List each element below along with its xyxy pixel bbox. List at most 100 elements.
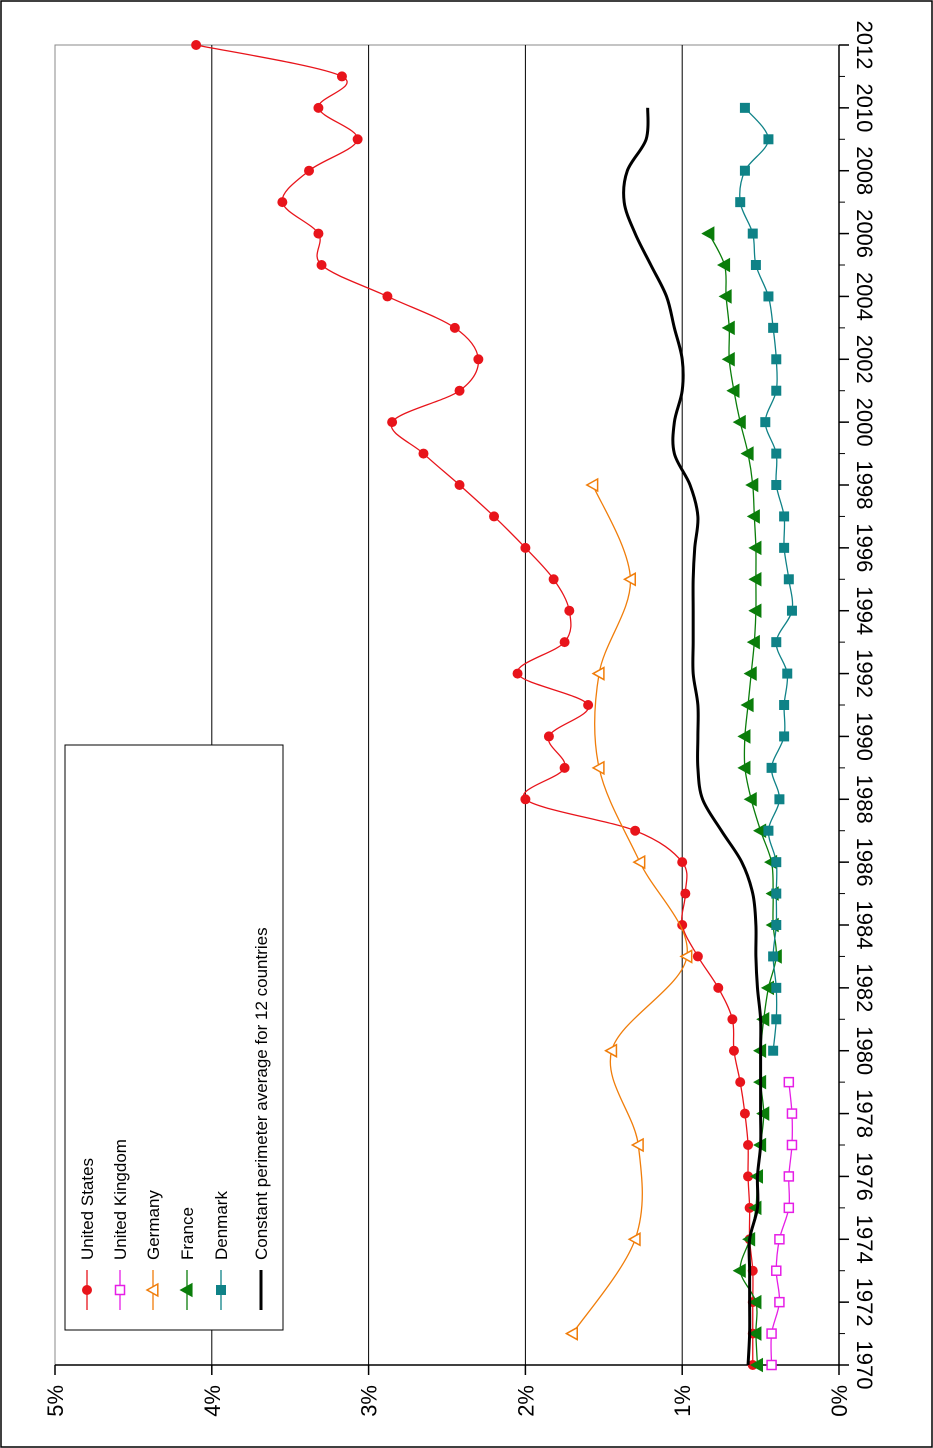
data-point (520, 542, 531, 553)
value-tick-label: 0% (827, 1385, 852, 1417)
data-point (191, 40, 202, 50)
data-point (779, 511, 790, 522)
data-point (771, 448, 782, 459)
data-point (771, 480, 782, 490)
data-point (783, 1171, 795, 1182)
year-tick-label: 2004 (852, 272, 877, 321)
legend-label: United States (78, 1158, 97, 1260)
data-point (766, 762, 777, 773)
data-point (771, 385, 782, 396)
data-point (718, 289, 732, 304)
data-point (740, 697, 754, 713)
year-tick-label: 2008 (852, 146, 877, 195)
data-point (559, 637, 570, 648)
data-point (548, 574, 559, 585)
data-point (680, 888, 691, 899)
value-tick-label: 5% (43, 1385, 68, 1417)
data-point (760, 417, 771, 428)
year-tick-label: 1996 (852, 523, 877, 572)
data-point (418, 448, 429, 459)
data-point (743, 1140, 754, 1150)
data-point (304, 165, 315, 176)
data-point (771, 920, 782, 930)
data-point (783, 1202, 795, 1214)
data-point (692, 951, 703, 962)
data-point (543, 731, 554, 742)
data-point (559, 762, 570, 773)
data-point (622, 572, 637, 587)
legend-label: Constant perimeter average for 12 countr… (252, 927, 271, 1260)
data-point (564, 605, 575, 616)
data-point (786, 605, 797, 616)
data-point (748, 1294, 762, 1310)
data-point (591, 760, 605, 776)
data-point (737, 760, 751, 776)
legend-item: United Kingdom (111, 1139, 130, 1310)
legend-marker (82, 1285, 92, 1295)
year-tick-label: 1984 (852, 901, 877, 950)
data-point (768, 1045, 779, 1056)
legend-item: Constant perimeter average for 12 countr… (252, 927, 271, 1310)
year-tick-label: 1972 (852, 1278, 877, 1327)
data-point (727, 1014, 738, 1025)
year-tick-label: 1998 (852, 461, 877, 510)
legend-label: France (178, 1207, 197, 1260)
series-line (622, 107, 763, 1366)
data-point (313, 102, 324, 113)
data-point (771, 888, 782, 899)
year-tick-label: 2006 (852, 209, 877, 258)
data-point (701, 226, 715, 241)
year-tick-label: 1980 (852, 1026, 877, 1075)
value-tick-label: 3% (357, 1385, 382, 1417)
data-point (746, 634, 760, 650)
legend-marker (179, 1282, 193, 1298)
data-point (756, 1106, 770, 1121)
data-point (739, 102, 750, 113)
legend-label: Denmark (212, 1191, 231, 1260)
legend-marker (216, 1285, 226, 1295)
legend-label: United Kingdom (111, 1139, 130, 1260)
year-tick-label: 1988 (852, 775, 877, 824)
value-tick-label: 2% (513, 1385, 538, 1417)
data-point (732, 1263, 746, 1278)
data-point (630, 1137, 644, 1153)
data-point (585, 477, 599, 493)
data-point (735, 197, 746, 208)
series-line (195, 44, 754, 1366)
data-point (748, 540, 762, 556)
data-point (677, 857, 688, 868)
data-point (454, 480, 465, 490)
data-point (750, 260, 761, 270)
data-point (604, 1043, 618, 1058)
data-point (737, 729, 751, 744)
series-denmark (735, 102, 797, 1056)
data-point (473, 354, 484, 365)
year-tick-label: 1974 (852, 1215, 877, 1264)
data-point (679, 949, 693, 964)
data-point (352, 134, 363, 145)
data-point (512, 668, 523, 679)
year-tick-label: 1990 (852, 712, 877, 761)
data-point (489, 511, 500, 522)
data-point (277, 197, 288, 208)
data-point (748, 572, 762, 587)
data-point (766, 1359, 777, 1371)
data-point (771, 1014, 782, 1025)
data-point (768, 322, 779, 333)
data-point (743, 792, 757, 807)
series-line (770, 1082, 794, 1366)
data-point (721, 352, 735, 367)
series-constant-perimeter-average-for-12-countries (622, 107, 763, 1366)
data-point (763, 134, 774, 145)
data-point (771, 354, 782, 365)
data-point (748, 1326, 762, 1341)
year-tick-label: 2010 (852, 83, 877, 132)
data-point (721, 320, 735, 336)
data-point (746, 509, 760, 524)
data-point (449, 322, 460, 333)
data-point (735, 1077, 746, 1088)
data-point (740, 446, 754, 461)
data-point (783, 1076, 795, 1088)
data-point (591, 666, 605, 681)
